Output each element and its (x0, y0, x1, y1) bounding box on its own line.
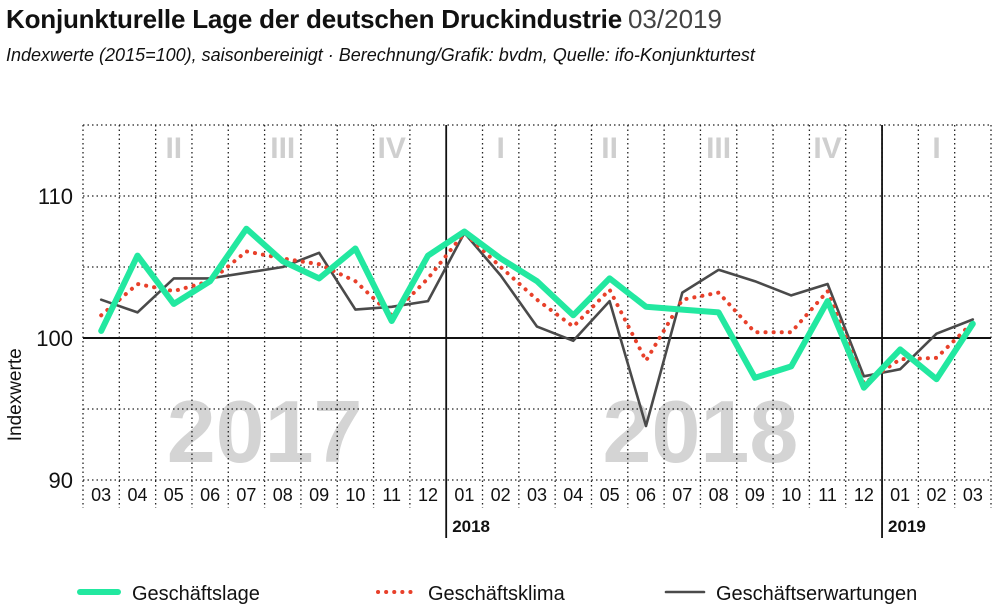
series-line-geschäftsklima (99, 230, 975, 386)
series-layer (98, 225, 976, 428)
quarter-label: IV (378, 132, 406, 165)
x-tick-label: 03 (963, 485, 983, 505)
legend-label: Geschäftsklima (428, 583, 566, 605)
y-tick-label: 90 (49, 468, 73, 493)
x-tick-label: 09 (309, 485, 329, 505)
series-line-geschäftserwartungen (99, 231, 975, 428)
y-axis-label: Indexwerte (5, 348, 26, 441)
x-tick-label: 08 (709, 485, 729, 505)
year-label: 2018 (452, 517, 490, 536)
x-tick-label: 09 (745, 485, 765, 505)
x-tick-label: 03 (91, 485, 111, 505)
chart-title: Konjunkturelle Lage der deutschen Drucki… (6, 4, 622, 34)
x-tick-label: 02 (491, 485, 511, 505)
x-tick-label: 05 (600, 485, 620, 505)
x-tick-label: 10 (345, 485, 365, 505)
chart-date: 03/2019 (627, 4, 722, 34)
quarter-label: III (270, 132, 295, 165)
year-label: 2019 (888, 517, 926, 536)
quarter-label: IV (813, 132, 841, 165)
x-tick-label: 11 (382, 485, 401, 505)
x-tick-label: 11 (818, 485, 837, 505)
x-tick-label: 06 (636, 485, 656, 505)
x-tick-label: 07 (672, 485, 692, 505)
legend-label: Geschäftslage (132, 583, 260, 605)
y-tick-label: 100 (36, 326, 73, 351)
x-tick-label: 02 (927, 485, 947, 505)
x-tick-label: 01 (454, 485, 474, 505)
legend-label: Geschäftserwartungen (716, 583, 917, 605)
x-tick-label: 04 (127, 485, 147, 505)
x-tick-label: 04 (563, 485, 583, 505)
x-tick-label: 10 (781, 485, 801, 505)
chart-subtitle: Indexwerte (2015=100), saisonbereinigt ·… (6, 45, 755, 65)
x-tick-label: 12 (418, 485, 438, 505)
series-line-geschäftslage (98, 225, 976, 391)
x-tick-label: 12 (854, 485, 874, 505)
x-tick-label: 06 (200, 485, 220, 505)
x-tick-label: 08 (273, 485, 293, 505)
legend: Geschäftslage Geschäftsklima Geschäftserwa… (77, 583, 917, 605)
x-tick-label: 07 (236, 485, 256, 505)
grid-layer (82, 124, 992, 508)
quarter-label: II (165, 132, 182, 165)
quarter-label: I (497, 132, 505, 165)
quarter-label: II (601, 132, 618, 165)
x-tick-label: 01 (890, 485, 910, 505)
y-tick-label: 110 (38, 184, 73, 209)
x-tick-label: 05 (164, 485, 184, 505)
x-tick-label: 03 (527, 485, 547, 505)
quarter-label: I (932, 132, 940, 165)
title-row: Konjunkturelle Lage der deutschen Drucki… (6, 4, 722, 35)
quarter-label: III (706, 132, 731, 165)
